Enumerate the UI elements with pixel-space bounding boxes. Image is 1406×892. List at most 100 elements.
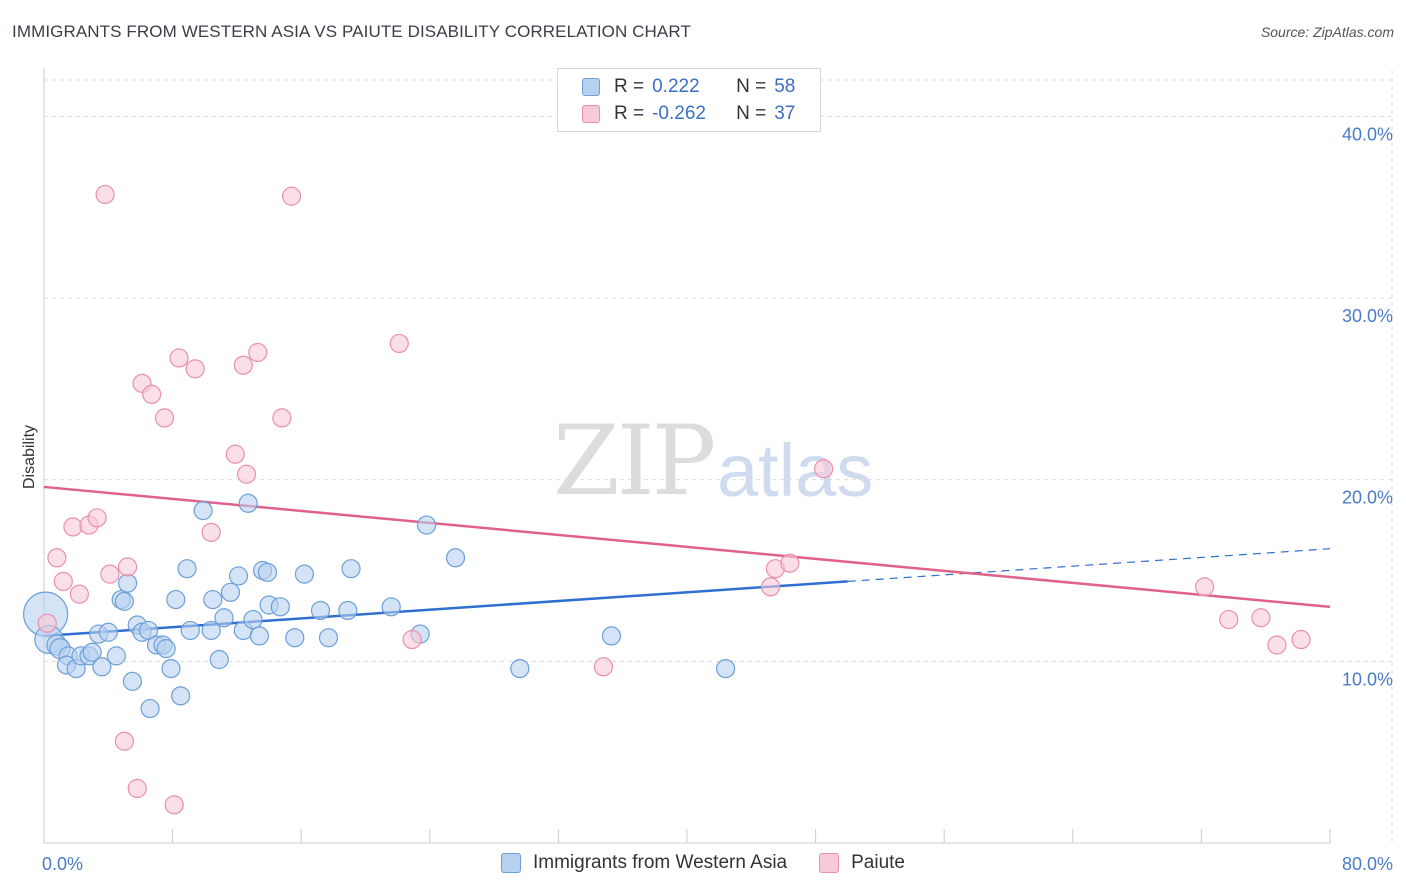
point-western-asia bbox=[416, 515, 437, 535]
point-western-asia bbox=[161, 658, 181, 679]
point-western-asia bbox=[122, 671, 143, 691]
point-paiute bbox=[117, 557, 138, 577]
point-western-asia bbox=[203, 589, 223, 610]
point-paiute bbox=[281, 186, 302, 206]
point-western-asia bbox=[238, 493, 258, 513]
point-western-asia bbox=[156, 639, 176, 659]
point-western-asia bbox=[243, 609, 263, 630]
stats-legend: R = 0.222 N = 58 R = -0.262 N = 37 bbox=[557, 68, 821, 132]
point-western-asia bbox=[117, 573, 138, 593]
point-western-asia bbox=[171, 686, 191, 706]
point-western-asia bbox=[341, 559, 361, 579]
y-tick-label: 10.0% bbox=[1342, 669, 1393, 689]
legend-r-label: R = bbox=[614, 76, 645, 97]
point-paiute bbox=[53, 571, 73, 592]
point-western-asia bbox=[338, 600, 358, 621]
point-western-asia bbox=[715, 658, 736, 679]
y-tick-label: 20.0% bbox=[1342, 488, 1393, 508]
point-paiute bbox=[154, 408, 175, 428]
point-western-asia bbox=[98, 622, 118, 642]
grid-lines bbox=[44, 70, 1393, 843]
watermark-atlas: atlas bbox=[717, 429, 874, 512]
point-paiute bbox=[100, 564, 120, 584]
point-western-asia bbox=[294, 564, 315, 584]
point-paiute bbox=[185, 359, 205, 379]
point-western-asia bbox=[201, 620, 221, 641]
point-western-asia bbox=[92, 657, 112, 677]
point-western-asia bbox=[180, 620, 200, 641]
point-western-asia bbox=[140, 698, 160, 719]
axis-labels: Disability 10.0% 20.0% 30.0% 40.0% 0.0% 80.0% bbox=[21, 124, 1393, 874]
legend-row-pink: R = -0.262 N = 37 bbox=[582, 102, 795, 126]
trend-line-paiute bbox=[43, 485, 1331, 609]
point-paiute bbox=[248, 342, 268, 363]
point-western-asia bbox=[445, 548, 466, 568]
point-western-asia bbox=[114, 591, 134, 611]
y-tick-label: 40.0% bbox=[1342, 124, 1393, 144]
legend-n-value: 37 bbox=[774, 103, 796, 124]
trend-line-western-asia bbox=[43, 580, 848, 638]
point-western-asia bbox=[220, 582, 241, 602]
axes bbox=[43, 68, 1331, 844]
legend-row-blue: R = 0.222 N = 58 bbox=[582, 75, 795, 99]
point-paiute bbox=[164, 795, 184, 815]
legend-swatch-pink bbox=[819, 853, 840, 873]
point-paiute bbox=[1251, 608, 1271, 628]
legend-swatch-blue bbox=[501, 853, 521, 873]
point-western-asia bbox=[510, 658, 530, 679]
point-paiute bbox=[169, 348, 189, 368]
x-tick-label: 0.0% bbox=[42, 854, 83, 874]
legend-n-label: N = bbox=[736, 103, 767, 124]
point-paiute bbox=[201, 522, 221, 542]
point-paiute bbox=[1291, 629, 1311, 650]
y-axis-label: Disability bbox=[21, 425, 38, 489]
point-paiute bbox=[814, 459, 834, 479]
point-paiute bbox=[63, 517, 83, 537]
point-paiute bbox=[47, 548, 67, 568]
point-paiute bbox=[95, 184, 115, 205]
point-paiute bbox=[87, 508, 107, 528]
point-paiute bbox=[236, 464, 257, 484]
legend-swatch-blue bbox=[582, 78, 600, 96]
legend-r-value: -0.262 bbox=[652, 103, 706, 124]
watermark-zip: ZIP bbox=[553, 405, 716, 517]
trend-lines bbox=[43, 485, 1331, 638]
legend-n-label: N = bbox=[736, 76, 767, 97]
point-western-asia bbox=[285, 628, 305, 648]
point-western-asia bbox=[177, 559, 197, 579]
y-tick-label: 30.0% bbox=[1342, 306, 1393, 326]
point-paiute bbox=[1195, 577, 1215, 597]
legend-swatch-pink bbox=[582, 105, 600, 123]
legend-item-paiute[interactable]: Paiute bbox=[819, 852, 905, 874]
point-western-asia bbox=[381, 597, 401, 617]
point-paiute bbox=[389, 333, 409, 354]
point-paiute bbox=[272, 408, 292, 428]
point-paiute bbox=[760, 577, 781, 597]
point-western-asia bbox=[138, 620, 159, 641]
chart-title: IMMIGRANTS FROM WESTERN ASIA VS PAIUTE D… bbox=[12, 22, 691, 41]
point-paiute bbox=[37, 613, 57, 633]
point-western-asia bbox=[601, 626, 622, 646]
point-paiute bbox=[402, 629, 422, 650]
point-western-asia bbox=[249, 626, 270, 646]
point-paiute bbox=[225, 444, 245, 464]
point-western-asia bbox=[214, 608, 234, 628]
legend-label: Immigrants from Western Asia bbox=[533, 852, 788, 873]
legend-label: Paiute bbox=[851, 852, 905, 873]
x-tick-label: 80.0% bbox=[1342, 854, 1393, 874]
data-points bbox=[23, 184, 1311, 815]
point-western-asia bbox=[257, 562, 278, 582]
point-paiute bbox=[233, 355, 253, 375]
point-western-asia bbox=[209, 649, 229, 670]
legend-r-value: 0.222 bbox=[652, 76, 700, 97]
legend-n-value: 58 bbox=[774, 76, 796, 97]
point-western-asia bbox=[318, 628, 339, 648]
legend-item-western-asia[interactable]: Immigrants from Western Asia bbox=[501, 852, 787, 874]
point-western-asia bbox=[166, 589, 186, 610]
point-paiute bbox=[593, 657, 614, 677]
point-paiute bbox=[1219, 609, 1239, 630]
point-western-asia bbox=[310, 600, 331, 621]
point-western-asia bbox=[82, 642, 102, 662]
point-western-asia bbox=[228, 566, 249, 586]
